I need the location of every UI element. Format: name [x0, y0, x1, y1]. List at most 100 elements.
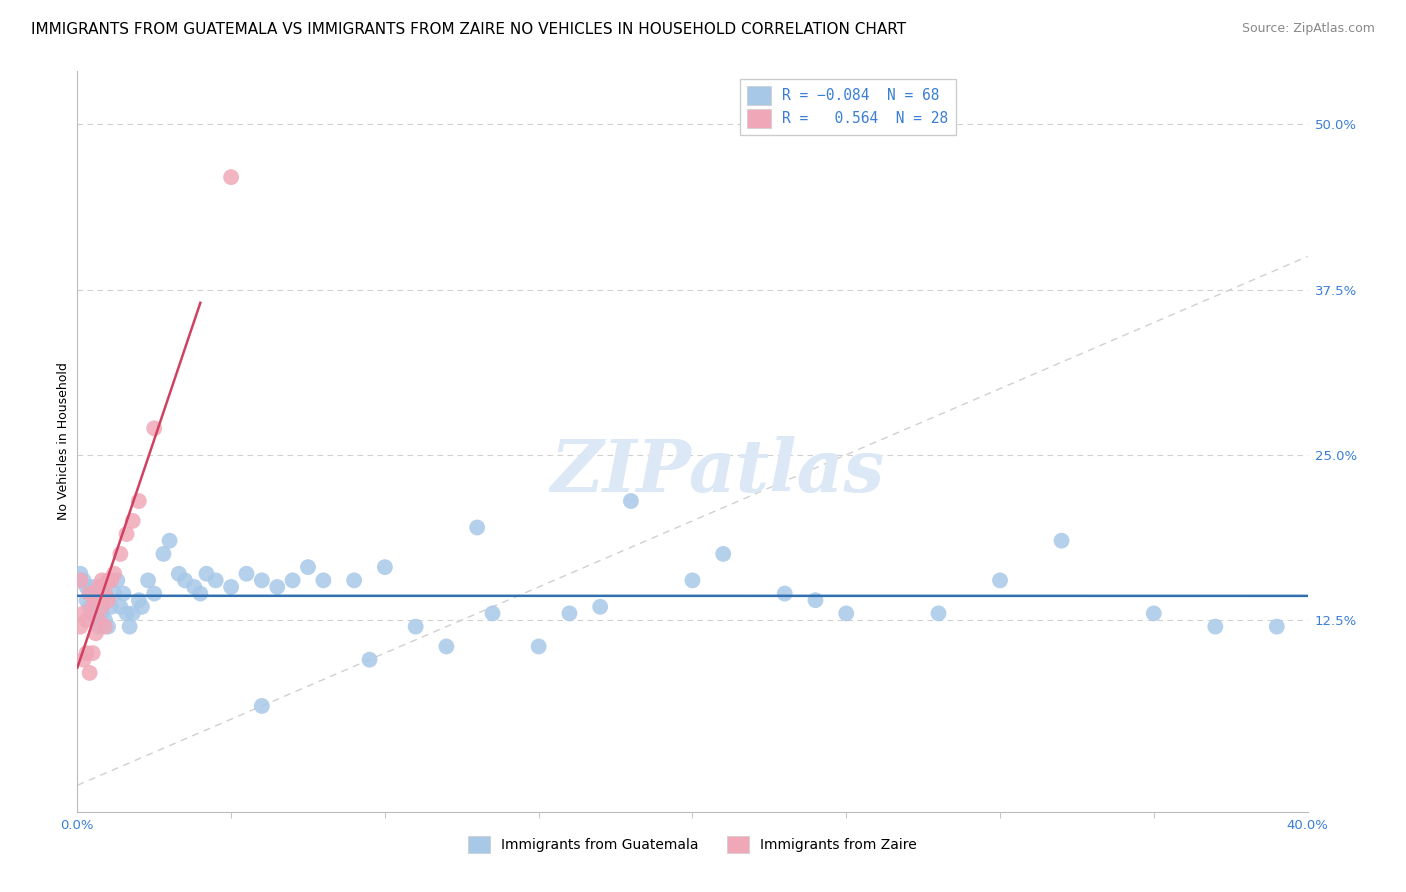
Point — [90, 599, 114, 614]
Point — [589, 599, 612, 614]
Point — [79, 599, 101, 614]
Point — [343, 574, 366, 588]
Point — [72, 574, 94, 588]
Point — [250, 574, 273, 588]
Point — [90, 580, 114, 594]
Point — [988, 574, 1011, 588]
Point — [79, 665, 101, 680]
Point — [90, 607, 114, 621]
Point — [405, 620, 427, 634]
Point — [436, 640, 458, 654]
Point — [1265, 620, 1288, 634]
Point — [110, 599, 132, 614]
Legend: Immigrants from Guatemala, Immigrants from Zaire: Immigrants from Guatemala, Immigrants fr… — [461, 829, 924, 860]
Point — [128, 593, 150, 607]
Point — [87, 613, 110, 627]
Point — [195, 566, 218, 581]
Point — [82, 599, 104, 614]
Point — [82, 580, 104, 594]
Text: Source: ZipAtlas.com: Source: ZipAtlas.com — [1241, 22, 1375, 36]
Point — [183, 580, 205, 594]
Point — [69, 620, 91, 634]
Point — [235, 566, 257, 581]
Point — [128, 494, 150, 508]
Point — [152, 547, 174, 561]
Point — [121, 607, 143, 621]
Point — [682, 574, 704, 588]
Point — [100, 574, 122, 588]
Point — [159, 533, 181, 548]
Point — [174, 574, 197, 588]
Point — [87, 593, 110, 607]
Point — [136, 574, 159, 588]
Point — [121, 514, 143, 528]
Point — [97, 593, 120, 607]
Point — [97, 574, 120, 588]
Point — [76, 580, 98, 594]
Point — [312, 574, 335, 588]
Point — [465, 520, 488, 534]
Point — [188, 586, 212, 600]
Point — [204, 574, 226, 588]
Point — [374, 560, 396, 574]
Point — [266, 580, 288, 594]
Point — [359, 653, 381, 667]
Point — [105, 574, 128, 588]
Point — [87, 580, 110, 594]
Point — [118, 620, 141, 634]
Point — [143, 586, 166, 600]
Point — [804, 593, 827, 607]
Point — [711, 547, 734, 561]
Point — [94, 586, 117, 600]
Point — [84, 626, 107, 640]
Point — [773, 586, 796, 600]
Text: ZIPatlas: ZIPatlas — [550, 435, 884, 507]
Point — [94, 613, 117, 627]
Point — [103, 566, 125, 581]
Point — [94, 586, 117, 600]
Point — [100, 599, 122, 614]
Point — [928, 607, 950, 621]
Point — [82, 607, 104, 621]
Point — [250, 698, 273, 713]
Point — [76, 593, 98, 607]
Point — [90, 574, 114, 588]
Point — [79, 586, 101, 600]
Point — [103, 586, 125, 600]
Point — [82, 646, 104, 660]
Point — [281, 574, 304, 588]
Point — [481, 607, 503, 621]
Point — [1050, 533, 1073, 548]
Point — [69, 574, 91, 588]
Point — [72, 653, 94, 667]
Point — [558, 607, 581, 621]
Point — [115, 527, 138, 541]
Point — [219, 580, 242, 594]
Point — [115, 607, 138, 621]
Point — [94, 620, 117, 634]
Point — [112, 586, 135, 600]
Point — [620, 494, 643, 508]
Point — [219, 170, 242, 185]
Point — [69, 566, 91, 581]
Point — [84, 593, 107, 607]
Point — [527, 640, 550, 654]
Point — [97, 620, 120, 634]
Point — [131, 599, 153, 614]
Point — [76, 613, 98, 627]
Point — [84, 613, 107, 627]
Point — [79, 586, 101, 600]
Point — [167, 566, 190, 581]
Point — [84, 586, 107, 600]
Point — [835, 607, 858, 621]
Point — [297, 560, 319, 574]
Point — [76, 646, 98, 660]
Y-axis label: No Vehicles in Household: No Vehicles in Household — [58, 363, 70, 520]
Point — [97, 593, 120, 607]
Point — [143, 421, 166, 435]
Point — [1143, 607, 1166, 621]
Point — [1204, 620, 1226, 634]
Point — [110, 547, 132, 561]
Point — [87, 620, 110, 634]
Text: IMMIGRANTS FROM GUATEMALA VS IMMIGRANTS FROM ZAIRE NO VEHICLES IN HOUSEHOLD CORR: IMMIGRANTS FROM GUATEMALA VS IMMIGRANTS … — [31, 22, 905, 37]
